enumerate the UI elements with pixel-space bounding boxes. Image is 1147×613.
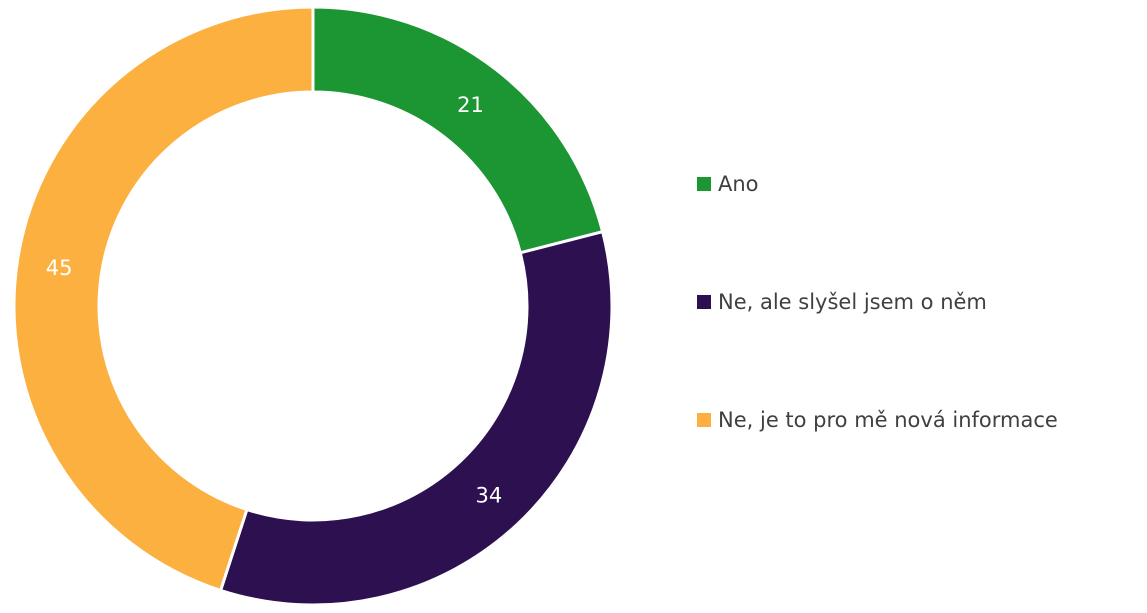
slice bbox=[311, 5, 605, 255]
slice bbox=[218, 229, 614, 607]
legend-swatch bbox=[697, 295, 711, 309]
legend-label: Ne, ale slyšel jsem o něm bbox=[718, 290, 987, 314]
legend-label: Ne, je to pro mě nová informace bbox=[718, 408, 1058, 432]
data-label: 45 bbox=[46, 256, 73, 280]
legend-swatch bbox=[697, 177, 711, 191]
slice bbox=[12, 5, 315, 593]
data-label: 34 bbox=[476, 483, 503, 507]
legend-label: Ano bbox=[718, 172, 759, 196]
legend-swatch bbox=[697, 413, 711, 427]
data-label: 21 bbox=[457, 93, 484, 117]
